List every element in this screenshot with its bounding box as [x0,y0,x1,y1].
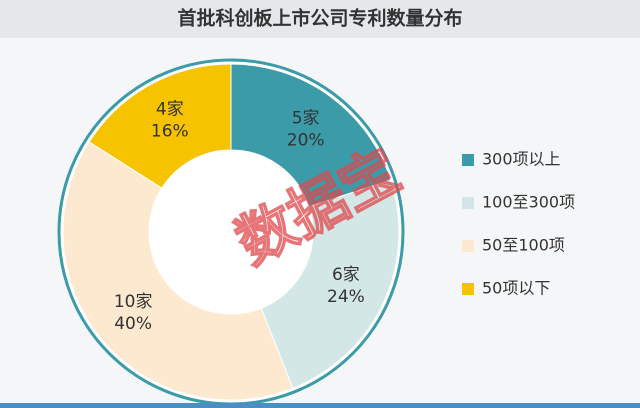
bottom-bar [0,403,640,408]
legend-swatch [462,197,474,209]
slice [62,141,294,401]
legend-label: 50项以下 [482,279,550,298]
legend-label: 300项以上 [482,150,561,169]
chart-title: 首批科创板上市公司专利数量分布 [177,7,462,30]
legend-swatch [462,154,474,166]
legend-label: 100至300项 [482,193,575,212]
count-label: 6家 [332,265,360,285]
legend-label: 50至100项 [482,236,565,255]
count-label: 5家 [292,108,320,128]
legend-swatch [462,240,474,252]
value-label: 24% [327,287,365,307]
slice [230,63,392,208]
value-label: 20% [287,130,325,150]
slices [62,63,400,401]
value-label: 40% [114,314,152,334]
count-label: 4家 [156,100,184,120]
slice [260,179,400,389]
count-label: 10家 [114,292,153,312]
slice [88,63,232,189]
value-label: 16% [151,122,189,142]
title-band [0,0,640,38]
legend: 300项以上 100至300项 50至100项 50项以下 [462,150,575,298]
legend-swatch [462,283,474,295]
